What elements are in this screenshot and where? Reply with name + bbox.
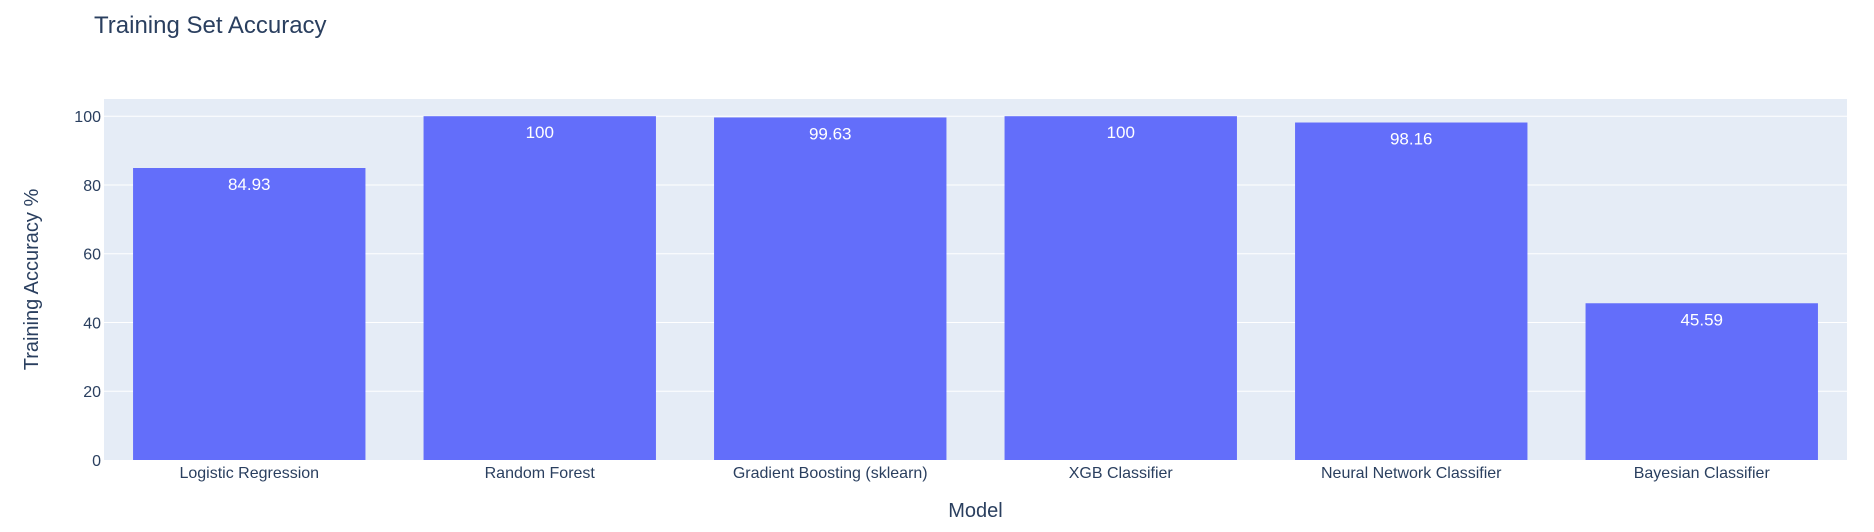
bar [133, 168, 366, 461]
bar-value-labels: 84.93 100 99.63 100 98.16 45.59 [228, 123, 1723, 329]
y-tick-label: 60 [83, 247, 101, 264]
x-axis-ticks: Logistic Regression Random Forest Gradient… [179, 465, 1770, 482]
bar-value-label: 100 [526, 123, 554, 142]
bars [133, 116, 1818, 461]
y-tick-label: 20 [83, 384, 101, 401]
bar-value-label: 45.59 [1680, 310, 1723, 329]
x-tick-label: Bayesian Classifier [1634, 465, 1771, 482]
chart-title: Training Set Accuracy [94, 12, 327, 39]
y-axis-ticks: 0 20 40 60 80 100 [74, 109, 101, 470]
x-tick-label: Random Forest [485, 465, 596, 482]
y-tick-label: 40 [83, 315, 101, 332]
plot-area [104, 99, 1847, 460]
bar-value-label: 99.63 [809, 124, 852, 143]
bar-value-label: 100 [1107, 123, 1135, 142]
y-tick-label: 80 [83, 178, 101, 195]
y-axis-title: Training Accuracy % [21, 189, 43, 371]
x-tick-label: Logistic Regression [179, 465, 319, 482]
bar [1295, 122, 1528, 460]
y-tick-label: 0 [92, 453, 101, 470]
bar [714, 117, 947, 460]
x-tick-label: Neural Network Classifier [1321, 465, 1502, 482]
bar-value-label: 98.16 [1390, 130, 1433, 149]
gridlines [104, 115, 1847, 392]
y-tick-label: 100 [74, 109, 101, 126]
bar [1585, 303, 1818, 460]
x-axis-title: Model [948, 500, 1002, 522]
bar [423, 116, 656, 460]
x-tick-label: Gradient Boosting (sklearn) [733, 465, 928, 482]
x-tick-label: XGB Classifier [1069, 465, 1174, 482]
bar-value-label: 84.93 [228, 175, 271, 194]
bar [1004, 116, 1237, 460]
